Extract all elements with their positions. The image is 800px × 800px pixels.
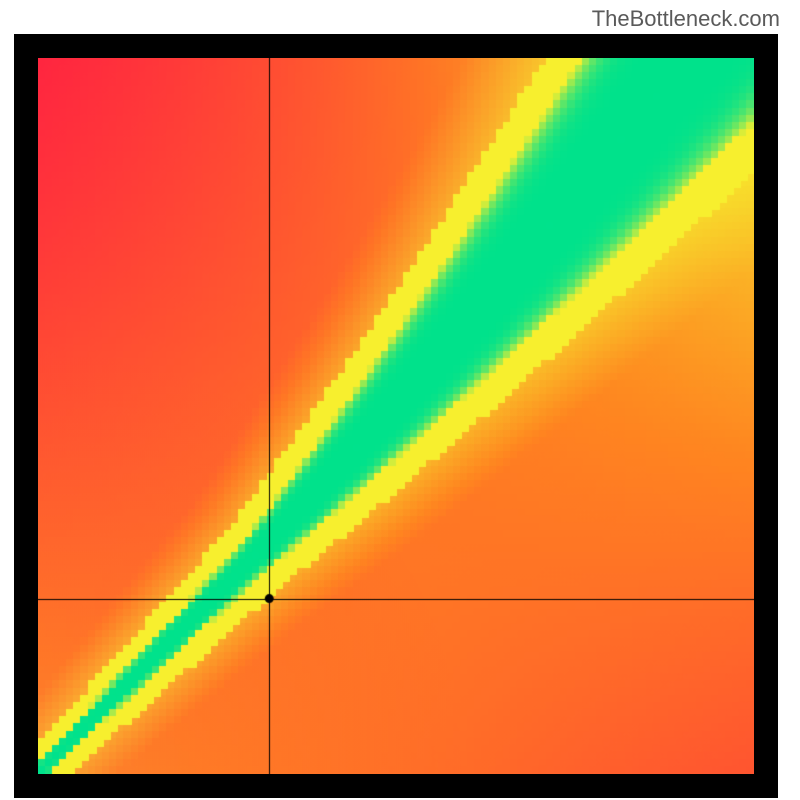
plot-black-frame	[14, 34, 778, 798]
watermark-text: TheBottleneck.com	[592, 6, 780, 32]
bottleneck-chart-container: TheBottleneck.com	[0, 0, 800, 800]
heatmap-canvas	[38, 58, 754, 774]
